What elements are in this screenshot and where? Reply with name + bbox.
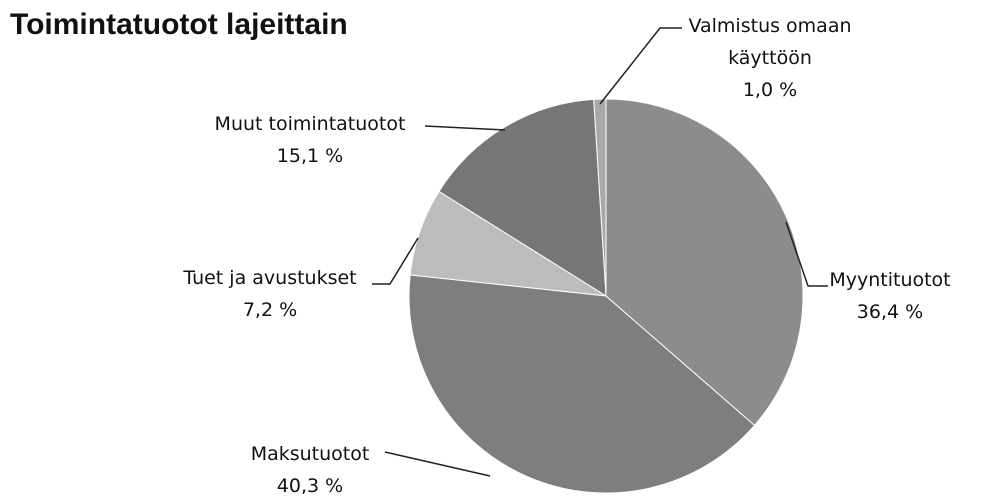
category-label: Myyntituotot xyxy=(829,269,951,291)
leader-lines xyxy=(372,27,828,477)
slice-label: Muut toimintatuotot 15,1 % xyxy=(180,108,440,172)
leader-line xyxy=(384,451,491,477)
value-label: 36,4 % xyxy=(856,301,924,323)
category-label: Tuet ja avustukset xyxy=(183,267,357,289)
chart-title: Toimintatuotot lajeittain xyxy=(10,8,348,41)
slice-label: Maksutuotot 40,3 % xyxy=(210,438,410,498)
leader-line xyxy=(372,237,419,285)
slice-label: Myyntituotot 36,4 % xyxy=(810,264,970,328)
pie-slice xyxy=(408,274,756,494)
category-label: Valmistus omaan käyttöön xyxy=(688,15,852,69)
category-label: Muut toimintatuotot xyxy=(214,113,406,135)
value-label: 15,1 % xyxy=(276,145,344,167)
pie-slice xyxy=(438,98,607,297)
leader-line xyxy=(599,27,682,105)
slice-label: Valmistus omaan käyttöön 1,0 % xyxy=(685,10,855,106)
pie-slice xyxy=(605,98,804,427)
category-label: Maksutuotot xyxy=(250,443,370,465)
leader-line xyxy=(785,221,828,287)
leader-line xyxy=(424,125,506,131)
value-label: 1,0 % xyxy=(742,79,798,101)
value-label: 7,2 % xyxy=(242,299,298,321)
slice-label: Tuet ja avustukset 7,2 % xyxy=(160,262,380,326)
value-label: 40,3 % xyxy=(276,475,344,497)
